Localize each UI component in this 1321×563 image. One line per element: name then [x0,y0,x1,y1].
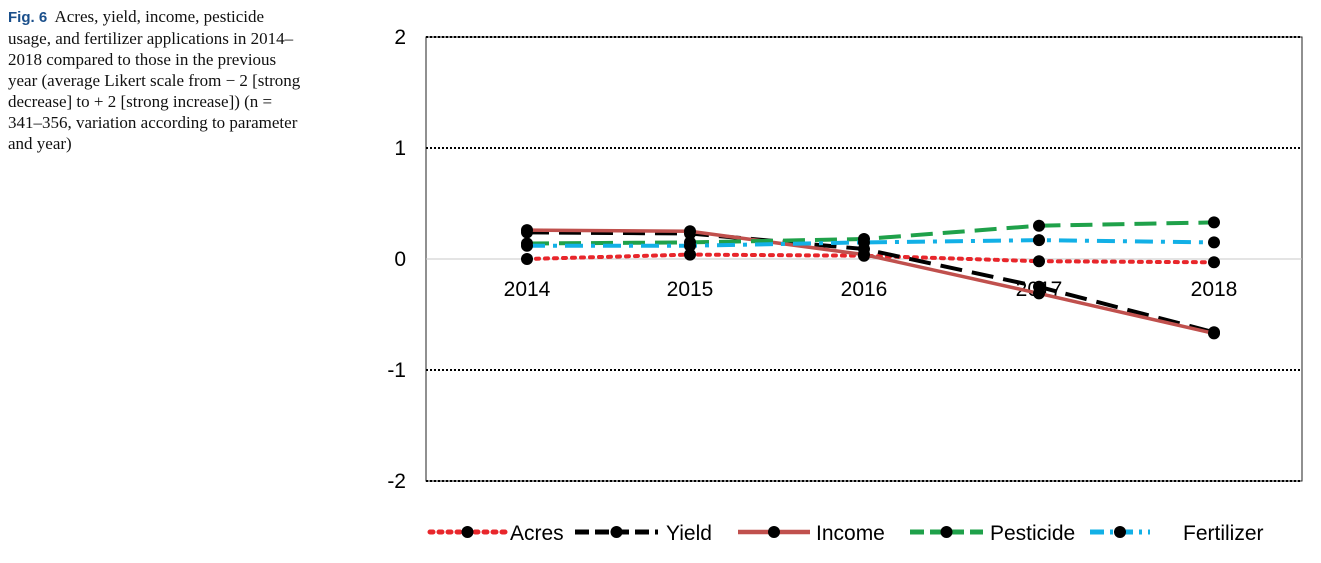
legend-marker [461,526,474,538]
data-point [1208,236,1220,249]
legend-label: Income [816,522,885,545]
data-point [684,239,696,252]
data-point [1033,234,1045,247]
x-axis-ticks: 20142015201620172018 [504,278,1238,301]
legend-marker [610,526,623,538]
series-line [527,238,1215,248]
legend-item-pesticide: Pesticide [910,522,1075,545]
data-point [684,248,696,261]
data-point [1033,255,1045,268]
data-point [858,248,870,261]
figure-label: Fig. 6 [8,9,48,26]
y-tick-label: -1 [387,359,406,382]
figure-caption-text: Acres, yield, income, pesticide usage, a… [8,7,301,153]
x-tick-label: 2018 [1191,278,1238,301]
legend-item-yield: Yield [575,522,712,545]
figure-caption: Fig. 6 Acres, yield, income, pesticide u… [8,6,308,154]
data-point [1208,256,1220,269]
data-point [521,224,533,237]
y-axis-ticks: -2 -1 0 1 2 [387,26,406,493]
legend-label: Pesticide [990,522,1075,545]
legend-item-acres: Acres [427,522,564,545]
legend-label: Acres [510,522,564,545]
series-lines [521,216,1220,340]
data-point [858,236,870,249]
data-point [1033,287,1045,300]
legend-marker [1114,526,1126,538]
y-tick-label: -2 [387,470,406,493]
data-point [1208,327,1220,340]
data-point [684,225,696,238]
legend-item-fertilizer: Fertilizer [1090,522,1264,545]
legend-label: Fertilizer [1183,522,1264,545]
legend-marker [768,526,780,538]
series-income [521,224,1220,340]
data-point [1033,219,1045,232]
y-tick-label: 1 [394,137,406,160]
x-tick-label: 2014 [504,278,551,301]
legend-item-income: Income [738,522,885,545]
x-tick-label: 2015 [667,278,714,301]
x-tick-label: 2016 [841,278,888,301]
data-point [1208,216,1220,229]
data-point [521,253,533,265]
legend-marker [940,526,953,538]
y-tick-label: 2 [394,26,406,49]
data-point [521,239,533,252]
y-tick-label: 0 [394,248,406,271]
legend-label: Yield [666,522,712,545]
legend: Acres Yield Income Pesticide Fertilizer [427,522,1264,545]
series-fertilizer [521,234,1220,252]
